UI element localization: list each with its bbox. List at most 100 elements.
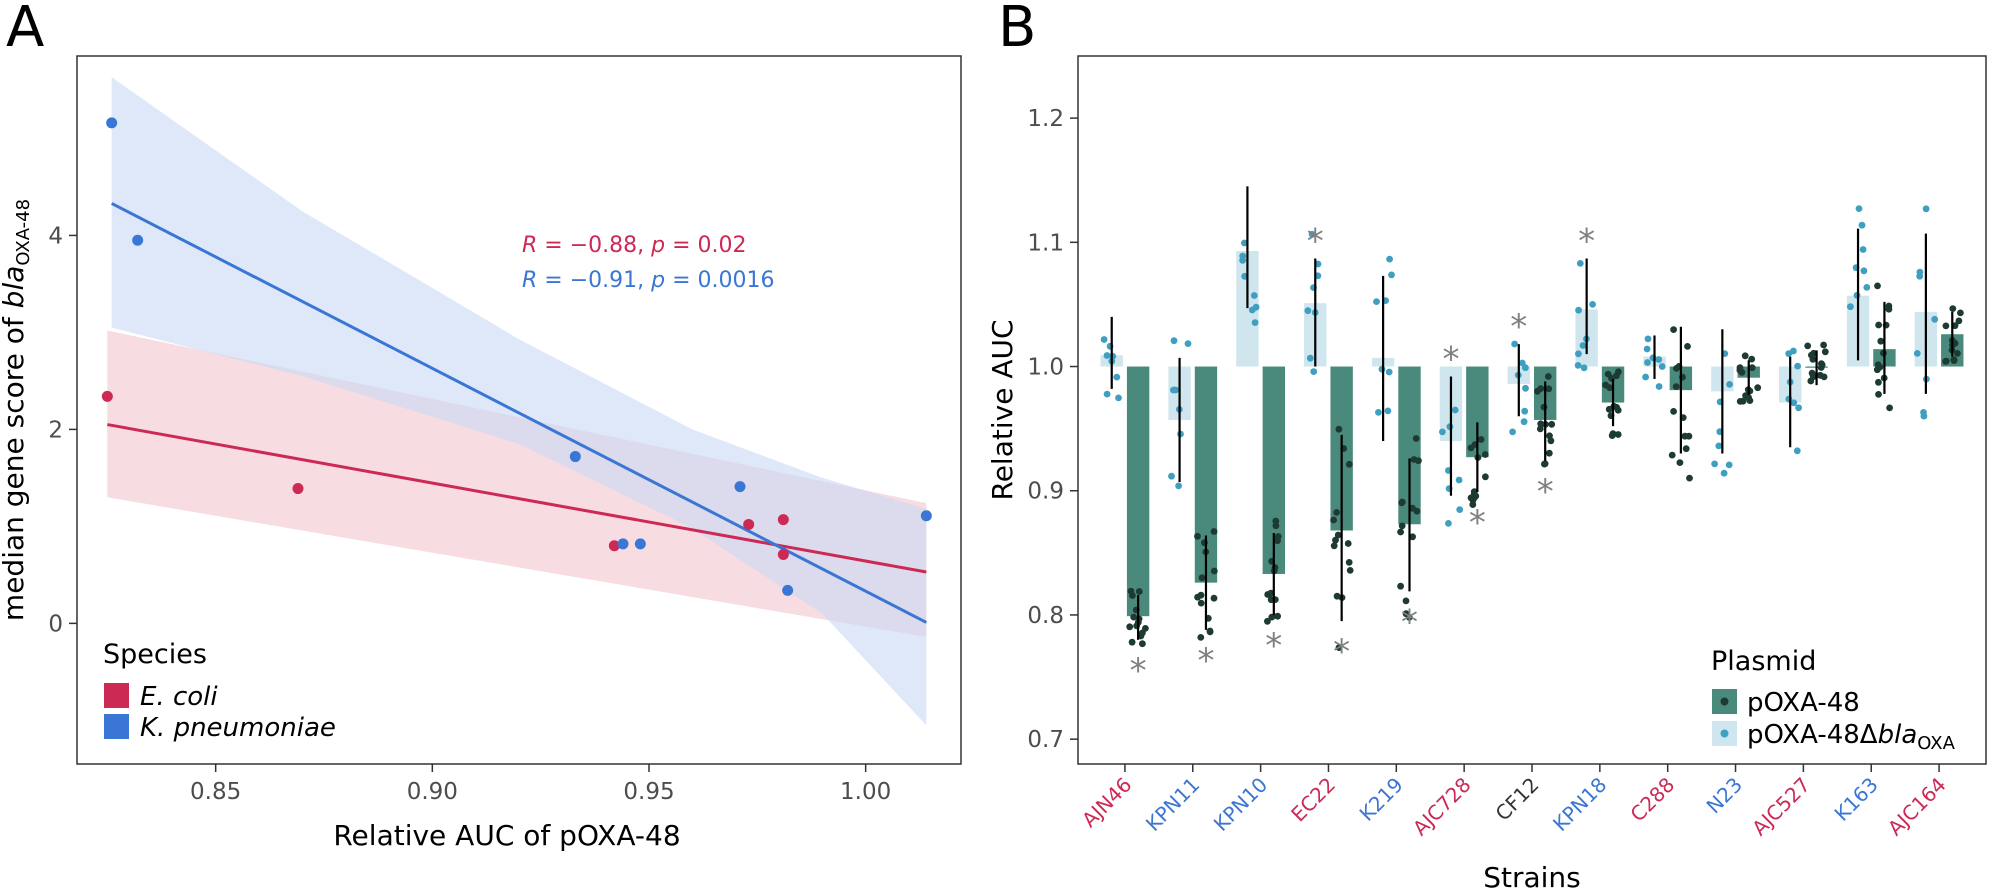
strain-label-8: C288	[1625, 773, 1679, 827]
star-1-4: *	[1401, 602, 1418, 642]
panel-a-points	[101, 117, 932, 596]
kpneu-stat-p: p	[650, 268, 665, 293]
dot-1-3-1	[1345, 460, 1353, 468]
dot-0-10-4	[1795, 404, 1802, 412]
dot-1-12-11	[1954, 350, 1961, 357]
dot-0-5-0	[1439, 428, 1446, 436]
ecoli-stat-r-text: = −0.88,	[537, 233, 651, 258]
dot-1-12-3	[1950, 357, 1958, 364]
dot-1-12-6	[1942, 322, 1950, 330]
dot-1-8-4	[1670, 408, 1677, 415]
dot-1-3-11	[1334, 531, 1342, 539]
dot-0-0-1	[1103, 390, 1111, 398]
dot-1-2-10	[1274, 533, 1282, 540]
star-1-0: *	[1130, 651, 1147, 691]
star-1-1: *	[1197, 641, 1214, 681]
dot-1-5-13	[1472, 492, 1480, 500]
dot-0-6-7	[1521, 407, 1529, 415]
dot-1-10-10	[1821, 348, 1829, 356]
dot-1-11-0	[1877, 337, 1885, 345]
point-1-0	[106, 117, 118, 129]
dot-0-5-4	[1455, 476, 1463, 484]
dot-0-10-1	[1793, 447, 1801, 455]
dot-0-2-3	[1248, 306, 1256, 314]
dot-1-7-11	[1613, 372, 1620, 380]
dot-1-11-13	[1875, 321, 1882, 329]
bar-1-4	[1398, 366, 1421, 525]
dot-0-1-5	[1170, 337, 1178, 345]
dot-1-7-13	[1614, 406, 1622, 414]
legend-kpneu-swatch	[104, 714, 129, 739]
dot-1-8-12	[1668, 451, 1676, 459]
panel-a: 0.85 0.90 0.95 1.00 0 2 4 R = −0.88, p = 0.02…	[0, 55, 962, 852]
dot-1-7-5	[1614, 431, 1622, 438]
star-1-6: *	[1537, 472, 1554, 512]
dot-1-3-9	[1330, 516, 1337, 524]
dot-1-4-7	[1412, 435, 1420, 442]
dot-1-8-9	[1681, 432, 1689, 440]
dot-1-9-9	[1748, 364, 1756, 372]
legend-kpneu-label: K. pneumoniae	[140, 713, 336, 743]
dot-1-5-2	[1467, 444, 1475, 452]
b-ytick-label-4: 1.1	[1027, 230, 1064, 256]
a-ytick-label-2: 4	[48, 223, 63, 249]
dot-1-5-3	[1477, 436, 1485, 443]
point-1-1	[132, 234, 144, 246]
panel-a-y-ticks: 0 2 4	[48, 223, 77, 637]
dot-0-11-1	[1860, 267, 1868, 275]
dot-1-10-9	[1809, 373, 1817, 381]
dot-0-8-7	[1658, 363, 1666, 370]
dot-0-8-6	[1655, 356, 1663, 363]
panel-a-y-title-prefix: median gene score of	[0, 308, 30, 621]
dot-1-9-10	[1741, 352, 1749, 360]
dot-1-11-5	[1874, 282, 1881, 290]
panel-b-significance-stars: * * * * * * * * * * *	[1130, 221, 1596, 690]
panel-a-label: A	[6, 0, 44, 60]
dot-1-1-1	[1194, 593, 1201, 601]
dot-1-9-3	[1736, 398, 1744, 405]
dot-0-8-1	[1642, 373, 1649, 381]
dot-0-7-3	[1576, 260, 1584, 267]
star-0-3: *	[1307, 221, 1324, 261]
dot-1-0-8	[1130, 613, 1138, 621]
dot-0-10-5	[1785, 350, 1793, 357]
dot-1-10-12	[1816, 371, 1824, 379]
dot-1-9-11	[1748, 355, 1756, 363]
dot-0-11-5	[1859, 246, 1867, 253]
dot-0-6-3	[1511, 340, 1518, 348]
point-0-5	[777, 549, 789, 561]
panel-a-confidence-bands	[107, 77, 927, 726]
ci-band-0	[107, 330, 927, 637]
dot-1-2-13	[1264, 617, 1271, 625]
strain-label-10: AJC527	[1747, 773, 1815, 841]
dot-0-12-6	[1922, 205, 1930, 213]
legend-delta-label: pOXA-48ΔblaOXA	[1747, 720, 1956, 754]
dot-0-7-7	[1579, 342, 1587, 349]
strain-label-6: CF12	[1491, 773, 1544, 826]
dot-1-0-7	[1128, 638, 1136, 646]
dot-0-9-5	[1720, 469, 1728, 477]
dot-0-3-4	[1310, 368, 1318, 375]
dot-0-2-5	[1251, 319, 1259, 326]
dot-0-5-5	[1445, 520, 1452, 527]
a-xtick-label-1: 0.90	[407, 779, 458, 805]
panel-b-x-title: Strains	[1483, 861, 1581, 890]
legend-delta-dot	[1720, 729, 1729, 738]
dot-1-10-11	[1808, 351, 1815, 359]
dot-0-9-3	[1711, 460, 1718, 468]
fit-line-1	[110, 202, 928, 624]
dot-0-7-0	[1575, 350, 1582, 358]
panel-a-y-title: median gene score of blaOXA-48	[0, 199, 34, 621]
point-0-2	[608, 540, 620, 552]
dot-1-1-3	[1194, 532, 1201, 540]
strain-label-7: KPN18	[1548, 773, 1611, 836]
dot-0-7-1	[1574, 362, 1582, 369]
dot-1-3-3	[1330, 542, 1338, 550]
star-1-3: *	[1333, 632, 1350, 672]
star-1-5: *	[1469, 503, 1486, 543]
dot-1-4-8	[1397, 582, 1404, 590]
kpneu-stat-r: R	[522, 268, 537, 293]
panel-b-x-ticks: AJN46 KPN11 KPN10 EC22 K219 AJC728 CF12 KPN18 C2…	[1077, 764, 1951, 840]
legend-poxa-label: pOXA-48	[1747, 688, 1860, 718]
strain-label-11: K163	[1830, 773, 1883, 826]
